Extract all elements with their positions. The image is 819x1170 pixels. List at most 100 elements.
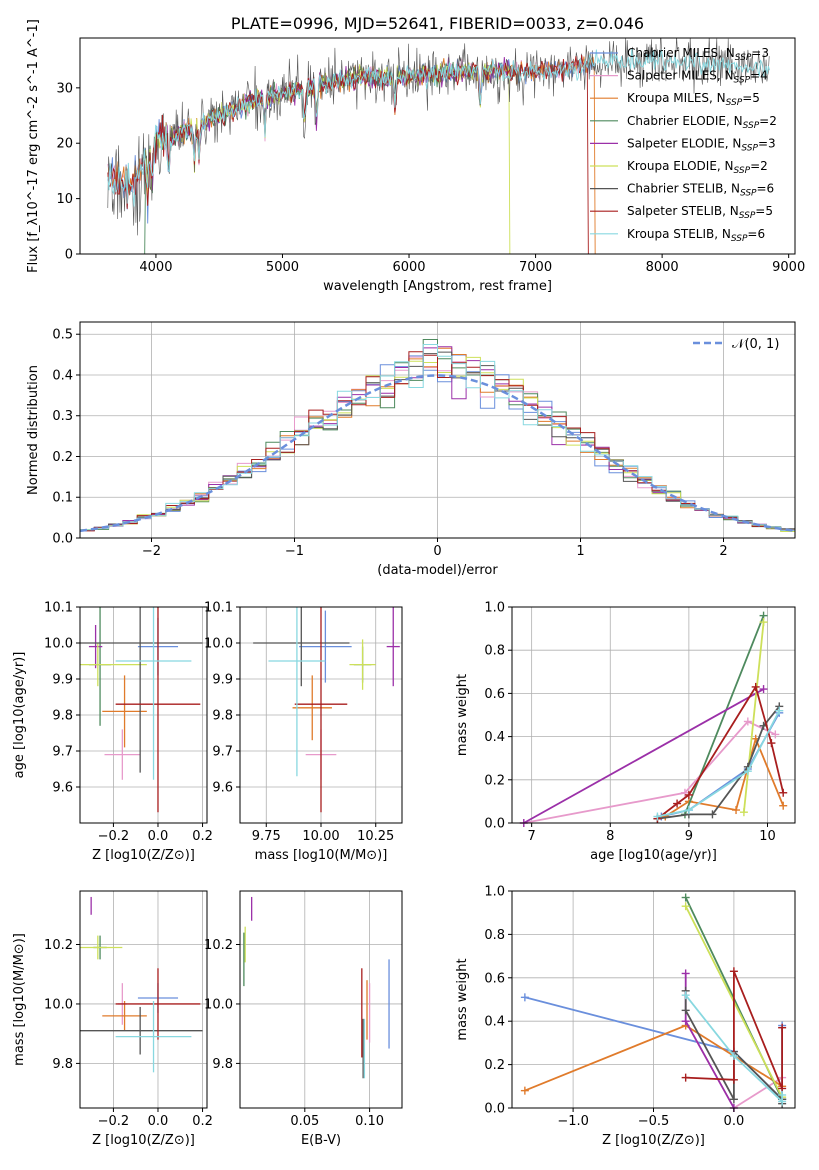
plus-marker bbox=[673, 799, 682, 808]
plus-marker bbox=[520, 993, 529, 1002]
plus-marker bbox=[729, 1051, 738, 1060]
errorbar-point bbox=[299, 610, 352, 683]
x-tick-label: −0.2 bbox=[98, 1114, 130, 1129]
legend-entry: Chabrier ELODIE, NSSP=2 bbox=[627, 114, 777, 131]
y-tick-label: 0.0 bbox=[52, 532, 73, 547]
y-tick-label: 10.2 bbox=[204, 938, 233, 953]
plot-panel: −0.2 0.0 0.2 9.8 10.0 10.2 Z [log10(Z/Z⊙)] mass… bbox=[12, 890, 213, 1148]
legend-entry: Kroupa STELIB, NSSP=6 bbox=[627, 227, 765, 244]
plus-marker bbox=[751, 682, 760, 691]
errorbar-point bbox=[104, 729, 141, 780]
plus-marker bbox=[767, 739, 776, 748]
plus-marker bbox=[778, 1023, 787, 1032]
y-tick-label: 9.9 bbox=[52, 673, 73, 688]
weight-line bbox=[743, 622, 765, 813]
y-tick-label: 10.0 bbox=[44, 997, 73, 1012]
x-axis-label: mass [log10(M/M⊙)] bbox=[255, 848, 388, 863]
x-tick-label: 0.0 bbox=[148, 1114, 169, 1129]
errorbar-point bbox=[349, 639, 376, 690]
plot-panel: 4000 5000 6000 7000 8000 9000 0 10 20 30 wavelengt… bbox=[26, 14, 805, 294]
plus-marker bbox=[708, 810, 717, 819]
weight-line bbox=[656, 684, 785, 820]
axes-frame bbox=[239, 890, 403, 1109]
errorbar-point bbox=[253, 607, 350, 687]
weight-line bbox=[664, 736, 785, 818]
errorbar-point bbox=[115, 968, 201, 1040]
x-tick-label: 5000 bbox=[266, 260, 299, 275]
y-tick-label: 10.0 bbox=[204, 637, 233, 652]
y-tick-label: 0.4 bbox=[52, 368, 73, 383]
x-tick-label: 10.00 bbox=[302, 829, 339, 844]
y-tick-label: 0 bbox=[65, 248, 73, 263]
legend-entry: Chabrier MILES, NSSP=3 bbox=[627, 46, 769, 63]
y-tick-label: 9.8 bbox=[212, 1057, 233, 1072]
plus-marker bbox=[684, 790, 693, 799]
x-tick-label: 10.25 bbox=[357, 829, 394, 844]
errorbar-point bbox=[294, 607, 348, 813]
y-tick-label: 10.1 bbox=[44, 601, 73, 616]
errorbar-point bbox=[80, 643, 147, 687]
y-tick-label: 0.2 bbox=[484, 773, 505, 788]
axes-frame bbox=[79, 606, 208, 824]
plus-marker bbox=[681, 969, 690, 978]
weight-line bbox=[523, 720, 776, 824]
x-tick-label: 9 bbox=[685, 829, 693, 844]
plus-marker bbox=[520, 1086, 529, 1095]
x-tick-label: 8 bbox=[606, 829, 614, 844]
x-tick-label: −1 bbox=[285, 544, 304, 559]
plot-panel: 9.75 10.00 10.25 9.6 9.7 9.8 9.9 10.0 10.1 mass [… bbox=[204, 601, 403, 863]
y-axis-label: Normed distribution bbox=[26, 365, 41, 495]
y-tick-label: 10.0 bbox=[204, 997, 233, 1012]
plus-marker bbox=[681, 991, 690, 1000]
histogram-step bbox=[80, 344, 795, 531]
y-tick-label: 0.5 bbox=[52, 328, 73, 343]
plus-marker bbox=[684, 806, 693, 815]
spectrum-line bbox=[142, 62, 511, 254]
y-tick-label: 0.4 bbox=[484, 730, 505, 745]
chart-title: PLATE=0996, MJD=52641, FIBERID=0033, z=0… bbox=[231, 14, 644, 33]
y-axis-label: mass weight bbox=[455, 958, 470, 1040]
x-tick-label: 0.10 bbox=[355, 1114, 384, 1129]
plus-marker bbox=[779, 801, 788, 810]
axes-frame bbox=[511, 606, 796, 824]
weight-line bbox=[657, 710, 781, 818]
plus-marker bbox=[653, 812, 662, 821]
errorbar-point bbox=[80, 935, 123, 960]
y-tick-label: 0.0 bbox=[484, 817, 505, 832]
plot-panel: −2 −1 0 1 2 0.0 0.1 0.2 0.3 0.4 0.5 (data-model)/er… bbox=[26, 321, 796, 578]
errorbar-point bbox=[102, 1000, 147, 1031]
x-tick-label: 0.05 bbox=[290, 1114, 319, 1129]
plus-marker bbox=[681, 893, 690, 902]
errorbar-point bbox=[268, 607, 326, 777]
plus-marker bbox=[743, 767, 752, 776]
plot-area bbox=[520, 893, 787, 1112]
axes-frame bbox=[79, 37, 796, 255]
x-axis-label: Z [log10(Z/Z⊙)] bbox=[92, 848, 195, 863]
plus-marker bbox=[743, 717, 752, 726]
plot-area bbox=[80, 607, 203, 813]
y-axis-label: age [log10(age/yr)] bbox=[12, 652, 27, 779]
y-tick-label: 1.0 bbox=[484, 601, 505, 616]
errorbar-point bbox=[80, 1006, 203, 1055]
y-tick-label: 20 bbox=[56, 137, 73, 152]
plot-area bbox=[243, 896, 390, 1079]
x-tick-label: 9.75 bbox=[252, 829, 281, 844]
y-tick-label: 10.2 bbox=[44, 938, 73, 953]
x-tick-label: 8000 bbox=[646, 260, 679, 275]
y-tick-label: 0.4 bbox=[484, 1015, 505, 1030]
y-axis-label: mass weight bbox=[455, 674, 470, 756]
legend-entry: 𝒩(0, 1) bbox=[732, 337, 779, 352]
x-tick-label: −0.5 bbox=[638, 1114, 670, 1129]
spectrum-line bbox=[107, 54, 589, 254]
x-axis-label: (data-model)/error bbox=[377, 563, 498, 578]
plot-panel: 0.05 0.10 9.8 10.0 10.2 E(B-V) bbox=[204, 890, 403, 1148]
plus-marker bbox=[729, 967, 738, 976]
plot-panel: −1.0 −0.5 0.0 0.0 0.2 0.4 0.6 0.8 1.0 Z [log10(Z/… bbox=[455, 885, 796, 1148]
x-axis-label: Z [log10(Z/Z⊙)] bbox=[92, 1133, 195, 1148]
y-tick-label: 0.1 bbox=[52, 491, 73, 506]
plus-marker bbox=[771, 730, 780, 739]
x-tick-label: 0.0 bbox=[148, 829, 169, 844]
plus-marker bbox=[778, 1090, 787, 1099]
errorbar-point bbox=[115, 607, 201, 813]
